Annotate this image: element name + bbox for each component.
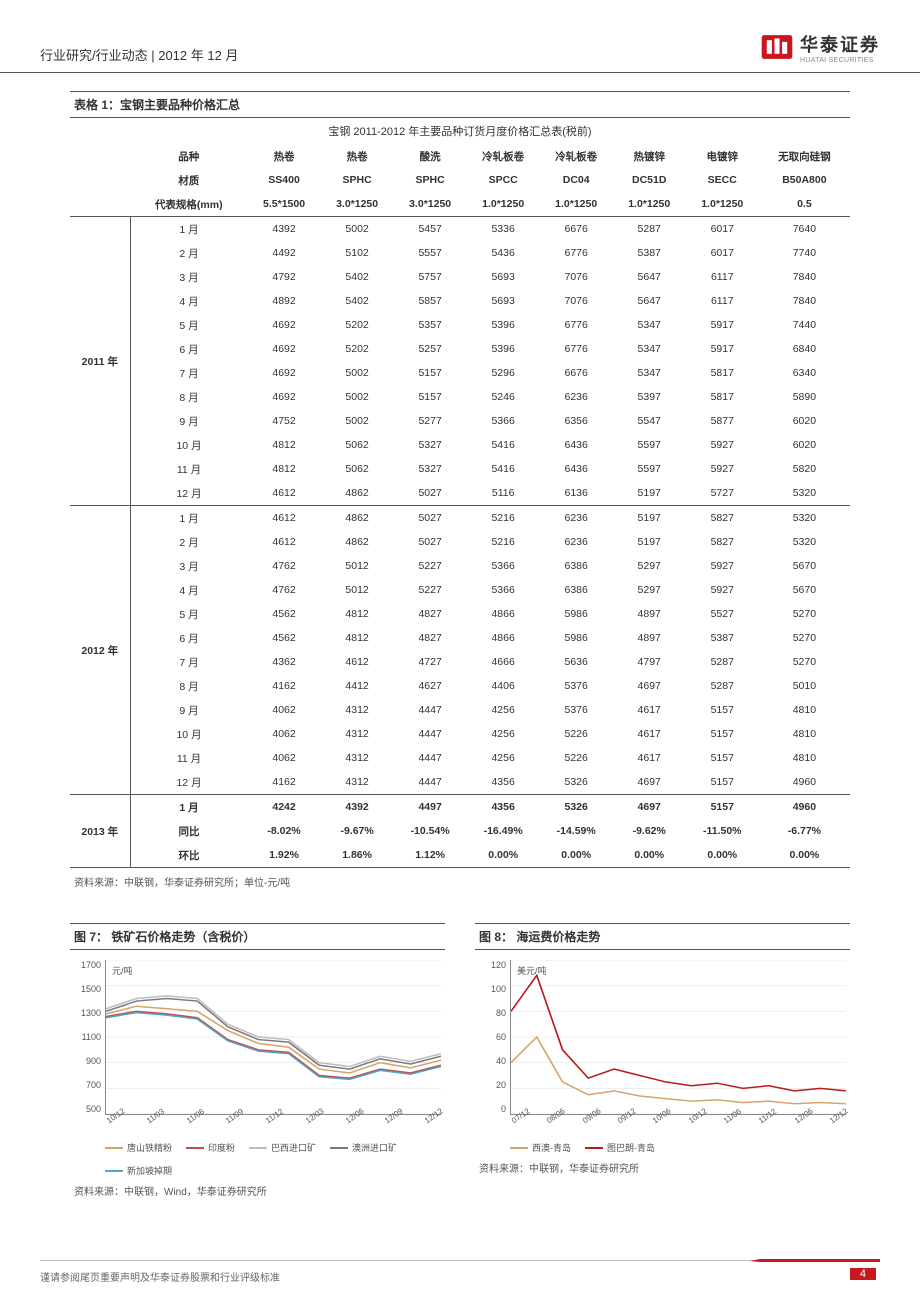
table-title: 表格 1：宝钢主要品种价格汇总 — [70, 91, 850, 118]
footer-disclaimer: 谨请参阅尾页重要声明及华泰证券股票和行业评级标准 — [40, 1269, 280, 1284]
brand-logo: 华泰证券 HUATAI SECURITIES — [760, 30, 880, 64]
logo-en: HUATAI SECURITIES — [800, 57, 880, 64]
page-number: 4 — [850, 1268, 876, 1280]
chart-7: 图 7： 铁矿石价格走势（含税价） 元/吨 170015001300110090… — [70, 923, 445, 1198]
chart8-title: 图 8： 海运费价格走势 — [475, 923, 850, 950]
table-source: 资料来源：中联钢，华泰证券研究所；单位-元/吨 — [70, 868, 850, 889]
chart7-title: 图 7： 铁矿石价格走势（含税价） — [70, 923, 445, 950]
table-subtitle: 宝钢 2011-2012 年主要品种订货月度价格汇总表(税前) — [70, 118, 850, 144]
chart-8: 图 8： 海运费价格走势 美元/吨 120100806040200 07/120… — [475, 923, 850, 1198]
logo-cn: 华泰证券 — [800, 31, 880, 57]
chart8-source: 资料来源：中联钢，华泰证券研究所 — [475, 1154, 850, 1175]
chart7-source: 资料来源：中联钢，Wind，华泰证券研究所 — [70, 1177, 445, 1198]
price-table: 品种热卷热卷酸洗冷轧板卷冷轧板卷热镀锌电镀锌无取向硅钢材质SS400SPHCSP… — [70, 144, 850, 868]
breadcrumb: 行业研究/行业动态 | 2012 年 12 月 — [40, 45, 238, 64]
logo-icon — [760, 30, 794, 64]
